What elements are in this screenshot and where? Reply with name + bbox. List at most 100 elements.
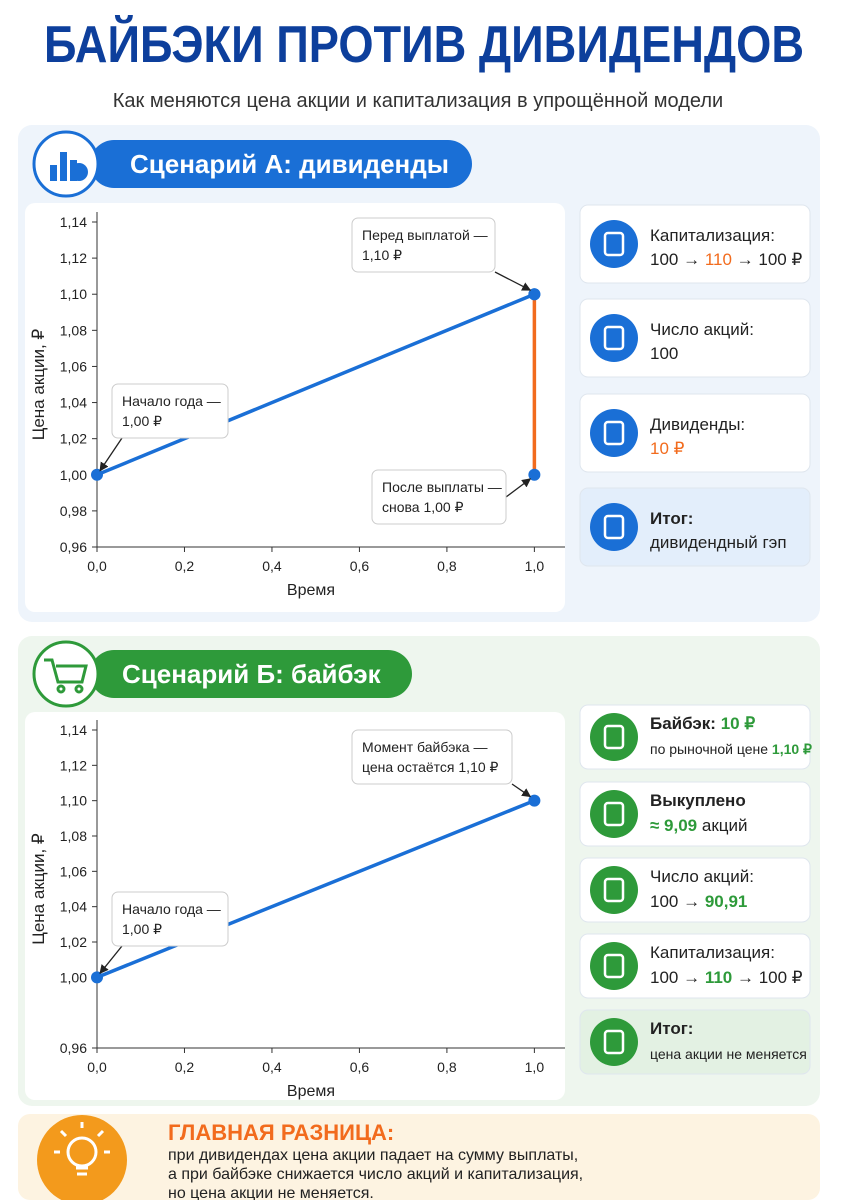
x-tick-label: 0,4: [262, 1059, 282, 1075]
annotation-arrow: [99, 437, 123, 472]
y-tick-label: 1,10: [60, 793, 87, 809]
point: [528, 468, 541, 481]
header-pill: [90, 140, 472, 188]
annotation-box: [351, 217, 496, 273]
page-title: БАЙБЭКИ ПРОТИВ ДИВИДЕНДОВ: [44, 15, 804, 74]
y-tick-label: 0,96: [60, 539, 87, 555]
card-line: Число акций:: [650, 320, 754, 339]
card-text: Число акций:: [650, 867, 754, 886]
y-tick-label: 1,06: [60, 358, 87, 374]
card-text: 110: [705, 250, 732, 269]
y-tick-label: 1,10: [60, 286, 87, 302]
bulb: [54, 1122, 110, 1176]
y-tick-label: 1,02: [60, 431, 87, 447]
y-tick-label: 1,06: [60, 863, 87, 879]
annotation-text: Начало года —: [122, 901, 221, 917]
card-icon-glyph: [603, 514, 625, 540]
card-text: ≈ 9,09: [650, 816, 697, 835]
card-line: 100: [650, 344, 678, 363]
annotation-box: [111, 383, 229, 439]
card-icon-glyph: [603, 801, 625, 827]
series-line: [96, 292, 536, 477]
x-tick-label: 0,2: [175, 558, 195, 574]
x-tick-label: 0,8: [437, 558, 457, 574]
card-text: Байбэк:: [650, 714, 721, 733]
y-tick-label: 1,02: [60, 934, 87, 950]
annotation-box: [371, 469, 507, 525]
card-text: цена акции не меняется: [650, 1046, 807, 1062]
card-line: по рыночной цене 1,10 ₽: [650, 741, 812, 757]
card-text: Дивиденды:: [650, 415, 745, 434]
card-icon: [590, 220, 638, 268]
x-tick-label: 1,0: [525, 558, 545, 574]
card-text: → 100 ₽: [732, 250, 803, 269]
card-text: 100: [650, 344, 678, 363]
scenario-title: Сценарий Б: байбэк: [122, 659, 382, 689]
card-text: дивидендный гэп: [650, 533, 787, 552]
card-line: Байбэк: 10 ₽: [650, 714, 755, 733]
card-icon: [590, 503, 638, 551]
card-text: по рыночной цене: [650, 741, 772, 757]
footer-line: а при байбэке снижается число акций и ка…: [168, 1166, 583, 1183]
card-line: 100 → 90,91: [650, 892, 747, 911]
card-line: Выкуплено: [650, 791, 746, 810]
y-tick-label: 1,14: [60, 214, 87, 230]
annotation-arrow: [505, 478, 532, 498]
x-tick-label: 0,0: [87, 558, 107, 574]
card-icon-glyph: [603, 231, 625, 257]
card-line: Капитализация:: [650, 943, 775, 962]
y-tick-label: 1,00: [60, 467, 87, 483]
charts: 0,96 0,98 1,00 1,02 1,04 1,06 1,08 1,10 1,12 1,14…: [29, 212, 565, 1100]
card-text: Число акций:: [650, 320, 754, 339]
x-tick-label: 0,8: [437, 1059, 457, 1075]
card-icon: [590, 713, 638, 761]
x-tick-label: 0,6: [350, 558, 370, 574]
card-text: 10 ₽: [721, 714, 756, 733]
info-card: [579, 487, 811, 567]
info-card: [579, 1009, 811, 1075]
x-tick-label: 0,6: [350, 1059, 370, 1075]
card-text: 90,91: [705, 892, 748, 911]
annotation-box: [111, 891, 229, 947]
y-axis-label: Цена акции, ₽: [29, 833, 48, 945]
card-icon: [590, 409, 638, 457]
card-line: Итог:: [650, 509, 693, 528]
y-tick-label: 0,96: [60, 1040, 87, 1056]
footer-line: но цена акции не меняется.: [168, 1185, 374, 1200]
card-text: 100 →: [650, 250, 705, 269]
annotation-text: цена остаётся 1,10 ₽: [362, 759, 499, 775]
card-text: Итог:: [650, 509, 693, 528]
annotation-text: 1,00 ₽: [122, 413, 162, 429]
card-line: Капитализация:: [650, 226, 775, 245]
y-tick-label: 1,00: [60, 969, 87, 985]
annotation-text: Начало года —: [122, 393, 221, 409]
info-card: [579, 933, 811, 999]
annotation-text: снова 1,00 ₽: [382, 499, 464, 515]
card-icon-glyph: [603, 1029, 625, 1055]
card-text: 100 →: [650, 892, 705, 911]
y-tick-label: 1,04: [60, 899, 87, 915]
y-tick-label: 1,08: [60, 828, 87, 844]
card-line: 10 ₽: [650, 439, 685, 458]
point: [528, 794, 541, 807]
y-tick-label: 1,04: [60, 395, 87, 411]
x-axis-label: Время: [287, 582, 335, 599]
point: [91, 468, 103, 481]
card-text: 110: [705, 968, 732, 987]
x-tick-label: 0,4: [262, 558, 282, 574]
y-tick-label: 1,12: [60, 250, 87, 266]
card-icon-glyph: [603, 953, 625, 979]
info-card: [579, 204, 811, 284]
card-text: 10 ₽: [650, 439, 685, 458]
y-tick-label: 0,98: [60, 503, 87, 519]
header-pill: [90, 650, 412, 698]
card-line: Дивиденды:: [650, 415, 745, 434]
card-text: Итог:: [650, 1019, 693, 1038]
x-tick-label: 1,0: [525, 1059, 545, 1075]
annotation-text: 1,10 ₽: [362, 247, 402, 263]
icon-chart: [50, 152, 88, 181]
y-axis-label: Цена акции, ₽: [29, 329, 48, 441]
scenario-title: Сценарий А: дивиденды: [130, 149, 449, 179]
info-card: [579, 704, 811, 770]
annotation-arrow: [511, 783, 532, 798]
